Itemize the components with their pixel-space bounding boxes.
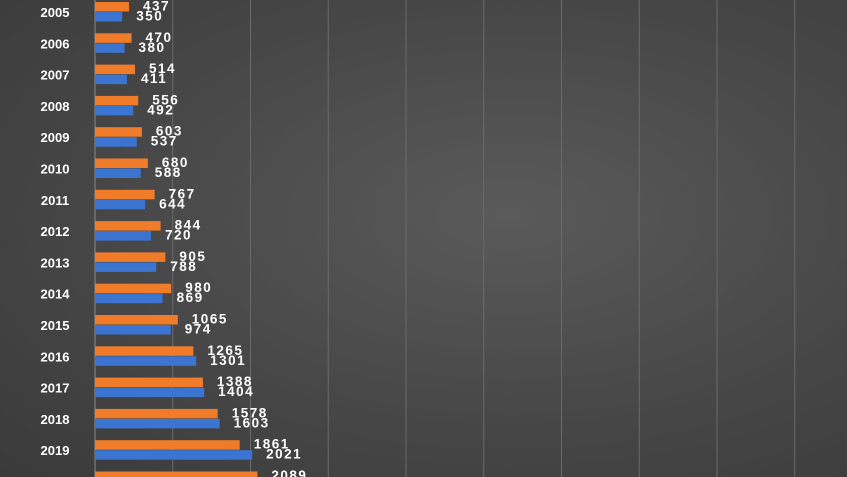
category-tick-label: 2016 (41, 349, 70, 364)
bar (95, 418, 220, 429)
bar (95, 471, 258, 477)
data-label: 470 (146, 30, 173, 45)
data-label: 680 (162, 155, 189, 170)
bar (95, 346, 194, 356)
category-tick-label: 2013 (41, 255, 70, 270)
data-label: 411 (141, 71, 167, 86)
data-label: 1065 (192, 312, 228, 327)
data-label: 603 (156, 124, 183, 139)
category-tick-label: 2019 (41, 443, 70, 458)
data-label: 644 (159, 196, 186, 211)
data-label: 556 (152, 92, 179, 107)
bar (95, 74, 127, 85)
data-label: 767 (169, 186, 196, 201)
bar (95, 137, 137, 147)
bar (95, 440, 240, 450)
bar (95, 325, 171, 335)
data-label: 2089 (271, 468, 307, 477)
data-label: 1301 (210, 353, 246, 368)
data-label: 492 (147, 102, 174, 117)
category-tick-label: 2012 (41, 224, 70, 239)
bar (95, 293, 163, 304)
data-label: 1603 (234, 415, 270, 430)
data-label: 2021 (266, 447, 302, 462)
bar (95, 231, 151, 241)
data-label: 869 (177, 290, 204, 305)
category-tick-label: 2018 (41, 412, 70, 427)
data-label: 720 (165, 228, 192, 243)
category-tick-label: 2007 (41, 68, 70, 83)
bar (95, 387, 205, 398)
category-tick-label: 2017 (41, 381, 70, 396)
bar (95, 408, 218, 419)
bar (95, 356, 197, 366)
bar (95, 168, 141, 178)
bar (95, 221, 161, 231)
bar (95, 43, 125, 53)
data-label: 588 (155, 165, 182, 180)
category-tick-label: 2010 (41, 162, 70, 177)
bar (95, 12, 123, 22)
bar (95, 189, 155, 200)
data-label: 437 (143, 0, 170, 14)
bar (95, 283, 172, 294)
data-label: 844 (175, 218, 202, 233)
category-tick-label: 2015 (41, 318, 70, 333)
bar (95, 450, 253, 460)
data-label: 514 (149, 61, 176, 76)
bar (95, 105, 134, 116)
data-label: 974 (185, 322, 212, 337)
bar (95, 64, 135, 75)
bar (95, 33, 132, 43)
data-label: 1578 (232, 405, 268, 420)
data-label: 980 (185, 280, 212, 295)
bar (95, 2, 129, 12)
category-tick-label: 2008 (41, 99, 70, 114)
bar (95, 158, 148, 168)
gridlines (94, 0, 796, 477)
data-label: 1404 (218, 384, 254, 399)
category-tick-label: 2005 (41, 5, 70, 20)
data-label: 1388 (217, 374, 253, 389)
data-label: 788 (170, 259, 197, 274)
bar (95, 252, 166, 262)
data-label: 380 (139, 40, 166, 55)
bar (95, 95, 139, 106)
data-label: 1265 (207, 343, 243, 358)
bar (95, 315, 178, 325)
bar (95, 127, 142, 137)
data-label: 537 (151, 134, 178, 149)
bar (95, 262, 157, 272)
category-tick-label: 2006 (41, 36, 70, 51)
category-tick-label: 2009 (41, 130, 70, 145)
bar (95, 199, 146, 210)
bar (95, 377, 203, 388)
data-label: 350 (136, 9, 163, 24)
category-tick-label: 2011 (41, 193, 69, 208)
data-label: 1861 (254, 437, 290, 452)
bars (95, 2, 258, 477)
data-label: 905 (179, 249, 206, 264)
category-tick-label: 2014 (41, 287, 71, 302)
